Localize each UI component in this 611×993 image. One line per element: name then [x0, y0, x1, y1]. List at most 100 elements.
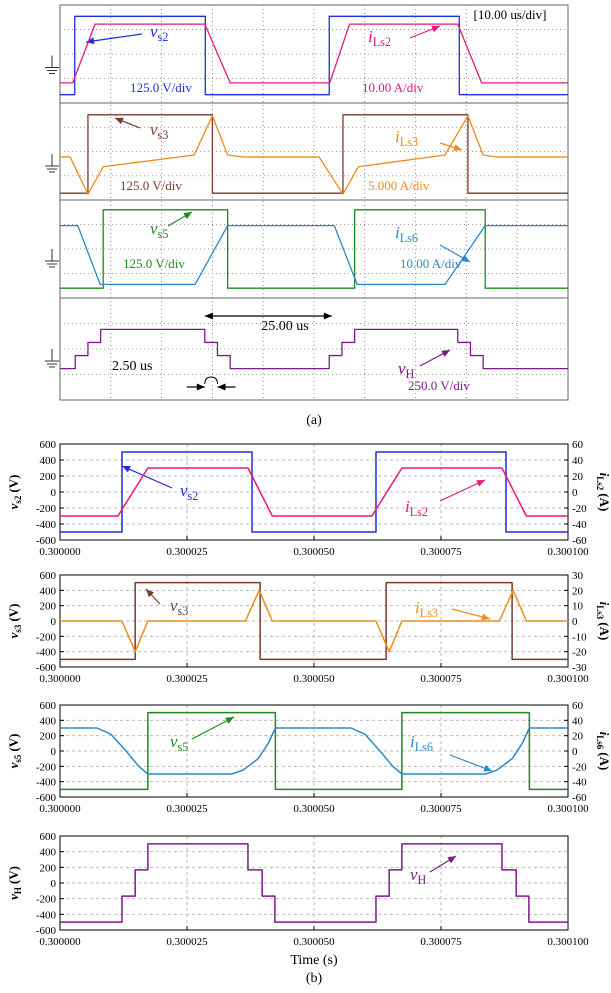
- y2-tick-label: 30: [572, 570, 584, 582]
- label-sub: s3: [13, 624, 23, 633]
- x-tick-label: 0.300025: [166, 673, 208, 685]
- label-sub: s2: [158, 30, 169, 44]
- x-tick-label: 0.300025: [166, 936, 208, 948]
- y2-tick-label: 20: [572, 471, 584, 483]
- y-tick-label: 0: [51, 616, 57, 628]
- x-tick-label: 0.300000: [39, 673, 81, 685]
- y-tick-label: 400: [40, 585, 57, 597]
- scale-label: 125.0 V/div: [130, 80, 192, 95]
- x-tick-label: 0.300075: [420, 546, 462, 558]
- label-unit: (A): [597, 622, 611, 640]
- label-unit: (A): [597, 752, 611, 770]
- y-tick-label: -400: [36, 909, 57, 921]
- y2-tick-label: -20: [572, 647, 587, 659]
- y-tick-label: 200: [40, 862, 57, 874]
- x-tick-label: 0.300000: [39, 936, 81, 948]
- y-tick-label: 200: [40, 601, 57, 613]
- y2-tick-label: 40: [572, 455, 584, 467]
- x-axis-label: Time (s): [290, 953, 338, 968]
- y2-tick-label: 0: [572, 616, 578, 628]
- x-tick-label: 0.300100: [547, 936, 589, 948]
- label-unit: (V): [6, 866, 21, 884]
- y-tick-label: 400: [40, 715, 57, 727]
- y-tick-label: 200: [40, 471, 57, 483]
- marker-label: 25.00 us: [261, 319, 308, 334]
- x-tick-label: 0.300025: [166, 803, 208, 815]
- scope-screen: [60, 5, 568, 400]
- y-tick-label: 600: [40, 700, 57, 712]
- label-sub: Ls6: [415, 740, 433, 754]
- caption: (b): [306, 971, 323, 986]
- label-unit: (A): [597, 493, 611, 511]
- label-sub: Ls6: [400, 231, 418, 245]
- x-tick-label: 0.300050: [293, 546, 335, 558]
- y2-tick-label: 20: [572, 731, 584, 743]
- y-tick-label: -200: [36, 894, 57, 906]
- y-tick-label: -400: [36, 647, 57, 659]
- x-tick-label: 0.300100: [547, 546, 589, 558]
- label-sub: Ls3: [420, 606, 438, 620]
- y-tick-label: 400: [40, 847, 57, 859]
- scale-label: 250.0 V/div: [408, 378, 470, 393]
- ground-symbol: [45, 349, 59, 367]
- label-unit: (V): [6, 604, 21, 622]
- y-tick-label: -200: [36, 761, 57, 773]
- scale-label: 125.0 V/div: [120, 178, 182, 193]
- scale-label: 5.000 A/div: [368, 178, 430, 193]
- x-tick-label: 0.300050: [293, 803, 335, 815]
- y2-tick-label: 20: [572, 585, 584, 597]
- y-tick-label: 0: [51, 487, 57, 499]
- page: Waveforms {"chart_data": [ {"type": "sco…: [0, 0, 611, 993]
- scale-label: 10.00 A/div: [400, 256, 462, 271]
- ground-symbol: [45, 154, 59, 172]
- y-tick-label: -400: [36, 777, 57, 789]
- label-sub: s3: [158, 128, 169, 142]
- label-sub: Ls3: [400, 135, 418, 149]
- label-sub: s5: [178, 740, 189, 754]
- y2-tick-label: 60: [572, 700, 584, 712]
- label-sub: Ls6: [595, 735, 605, 750]
- y2-tick-label: -10: [572, 631, 587, 643]
- label-sub: s3: [178, 604, 189, 618]
- ground-symbol: [45, 249, 59, 267]
- y-tick-label: -200: [36, 503, 57, 515]
- x-tick-label: 0.300100: [547, 673, 589, 685]
- y2-tick-label: 10: [572, 601, 584, 613]
- y2-tick-label: -20: [572, 503, 587, 515]
- y-tick-label: 400: [40, 455, 57, 467]
- y-tick-label: 0: [51, 746, 57, 758]
- y-tick-label: -200: [36, 631, 57, 643]
- y2-tick-label: 40: [572, 715, 584, 727]
- x-tick-label: 0.300000: [39, 803, 81, 815]
- axis-label: vs2(V): [6, 475, 23, 510]
- caption: (a): [306, 413, 322, 428]
- x-tick-label: 0.300075: [420, 936, 462, 948]
- y2-tick-label: -40: [572, 777, 587, 789]
- x-tick-label: 0.300050: [293, 673, 335, 685]
- label-sub: Ls2: [373, 35, 391, 49]
- y2-tick-label: -20: [572, 761, 587, 773]
- y2-tick-label: 60: [572, 439, 584, 451]
- x-tick-label: 0.300000: [39, 546, 81, 558]
- y2-tick-label: -40: [572, 519, 587, 531]
- time-scale: [10.00 us/div]: [474, 7, 547, 22]
- label-sub: s5: [158, 227, 169, 241]
- x-tick-label: 0.300050: [293, 936, 335, 948]
- label-unit: (V): [6, 475, 21, 493]
- y2-tick-label: 0: [572, 487, 578, 499]
- y2-tick-label: 0: [572, 746, 578, 758]
- label-sub: H: [13, 887, 23, 894]
- ground-symbol: [45, 56, 59, 74]
- marker-label: 2.50 us: [112, 359, 152, 374]
- axis-label: vs3(V): [6, 604, 23, 639]
- axis-label: vH(V): [6, 866, 23, 900]
- figure: [10.00 us/div]vs2125.0 V/diviLs210.00 A/…: [0, 0, 611, 993]
- axis-label: iLs3(A): [595, 602, 611, 641]
- axis-label: iLs6(A): [595, 732, 611, 771]
- y-tick-label: -400: [36, 519, 57, 531]
- label-sub: Ls2: [410, 505, 428, 519]
- label-sub: H: [418, 873, 427, 887]
- x-tick-label: 0.300075: [420, 673, 462, 685]
- x-tick-label: 0.300025: [166, 546, 208, 558]
- label-sub: Ls2: [595, 476, 605, 491]
